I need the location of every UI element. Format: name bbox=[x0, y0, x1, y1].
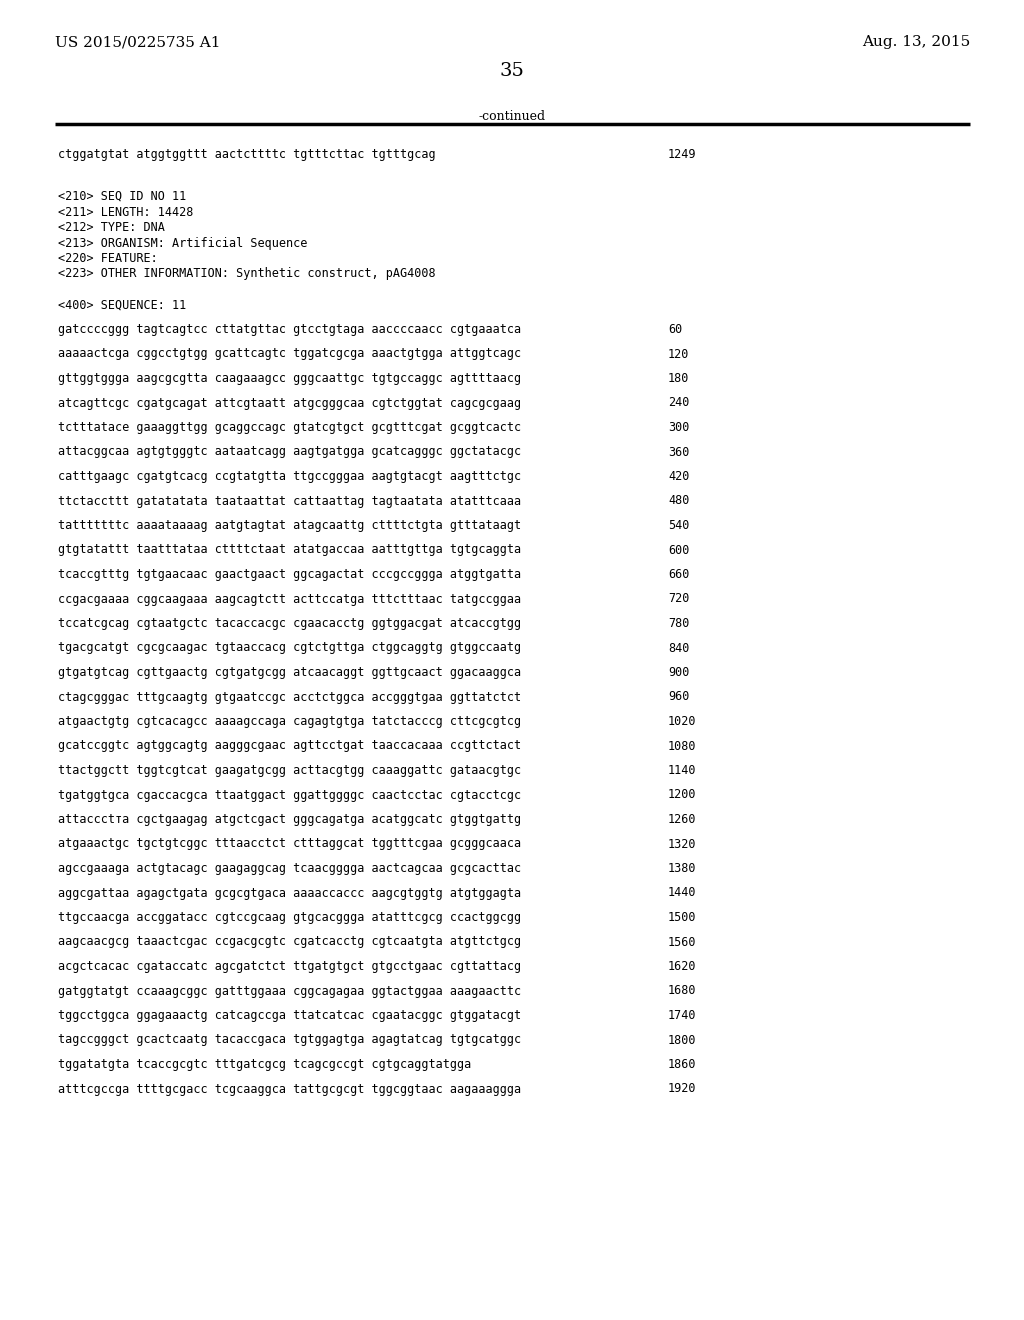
Text: gtgatgtcag cgttgaactg cgtgatgcgg atcaacaggt ggttgcaact ggacaaggca: gtgatgtcag cgttgaactg cgtgatgcgg atcaaca… bbox=[58, 667, 521, 678]
Text: tgatggtgca cgaccacgca ttaatggact ggattggggc caactcctac cgtacctcgc: tgatggtgca cgaccacgca ttaatggact ggattgg… bbox=[58, 788, 521, 801]
Text: catttgaagc cgatgtcacg ccgtatgtta ttgccgggaa aagtgtacgt aagtttctgc: catttgaagc cgatgtcacg ccgtatgtta ttgccgg… bbox=[58, 470, 521, 483]
Text: tagccgggct gcactcaatg tacaccgaca tgtggagtga agagtatcag tgtgcatggc: tagccgggct gcactcaatg tacaccgaca tgtggag… bbox=[58, 1034, 521, 1047]
Text: 120: 120 bbox=[668, 347, 689, 360]
Text: <210> SEQ ID NO 11: <210> SEQ ID NO 11 bbox=[58, 190, 186, 203]
Text: 1380: 1380 bbox=[668, 862, 696, 875]
Text: 600: 600 bbox=[668, 544, 689, 557]
Text: acgctcacac cgataccatc agcgatctct ttgatgtgct gtgcctgaac cgttattacg: acgctcacac cgataccatc agcgatctct ttgatgt… bbox=[58, 960, 521, 973]
Text: gttggtggga aagcgcgtta caagaaagcc gggcaattgc tgtgccaggc agttttaacg: gttggtggga aagcgcgtta caagaaagcc gggcaat… bbox=[58, 372, 521, 385]
Text: 1080: 1080 bbox=[668, 739, 696, 752]
Text: aaaaactcga cggcctgtgg gcattcagtc tggatcgcga aaactgtgga attggtcagc: aaaaactcga cggcctgtgg gcattcagtc tggatcg… bbox=[58, 347, 521, 360]
Text: 1620: 1620 bbox=[668, 960, 696, 973]
Text: <400> SEQUENCE: 11: <400> SEQUENCE: 11 bbox=[58, 300, 186, 312]
Text: 720: 720 bbox=[668, 593, 689, 606]
Text: US 2015/0225735 A1: US 2015/0225735 A1 bbox=[55, 36, 220, 49]
Text: 240: 240 bbox=[668, 396, 689, 409]
Text: <223> OTHER INFORMATION: Synthetic construct, pAG4008: <223> OTHER INFORMATION: Synthetic const… bbox=[58, 268, 435, 281]
Text: 1800: 1800 bbox=[668, 1034, 696, 1047]
Text: agccgaaaga actgtacagc gaagaggcag tcaacgggga aactcagcaa gcgcacttac: agccgaaaga actgtacagc gaagaggcag tcaacgg… bbox=[58, 862, 521, 875]
Text: 1500: 1500 bbox=[668, 911, 696, 924]
Text: gatggtatgt ccaaagcggc gatttggaaa cggcagagaa ggtactggaa aaagaacttc: gatggtatgt ccaaagcggc gatttggaaa cggcaga… bbox=[58, 985, 521, 998]
Text: tcaccgtttg tgtgaacaac gaactgaact ggcagactat cccgccggga atggtgatta: tcaccgtttg tgtgaacaac gaactgaact ggcagac… bbox=[58, 568, 521, 581]
Text: gtgtatattt taatttataa cttttctaat atatgaccaa aatttgttga tgtgcaggta: gtgtatattt taatttataa cttttctaat atatgac… bbox=[58, 544, 521, 557]
Text: 1560: 1560 bbox=[668, 936, 696, 949]
Text: tggatatgta tcaccgcgtc tttgatcgcg tcagcgccgt cgtgcaggtatgga: tggatatgta tcaccgcgtc tttgatcgcg tcagcgc… bbox=[58, 1059, 471, 1071]
Text: ttactggctt tggtcgtcat gaagatgcgg acttacgtgg caaaggattc gataacgtgc: ttactggctt tggtcgtcat gaagatgcgg acttacg… bbox=[58, 764, 521, 777]
Text: <220> FEATURE:: <220> FEATURE: bbox=[58, 252, 158, 265]
Text: ctggatgtat atggtggttt aactcttttc tgtttcttac tgtttgcag: ctggatgtat atggtggttt aactcttttc tgtttct… bbox=[58, 148, 435, 161]
Text: 660: 660 bbox=[668, 568, 689, 581]
Text: 1920: 1920 bbox=[668, 1082, 696, 1096]
Text: 360: 360 bbox=[668, 446, 689, 458]
Text: 840: 840 bbox=[668, 642, 689, 655]
Text: 1140: 1140 bbox=[668, 764, 696, 777]
Text: tctttatace gaaaggttgg gcaggccagc gtatcgtgct gcgtttcgat gcggtcactc: tctttatace gaaaggttgg gcaggccagc gtatcgt… bbox=[58, 421, 521, 434]
Text: 960: 960 bbox=[668, 690, 689, 704]
Text: tatttttttc aaaataaaag aatgtagtat atagcaattg cttttctgta gtttataagt: tatttttttc aaaataaaag aatgtagtat atagcaa… bbox=[58, 519, 521, 532]
Text: attaccctта cgctgaagag atgctcgact gggcagatga acatggcatc gtggtgattg: attaccctта cgctgaagag atgctcgact gggcaga… bbox=[58, 813, 521, 826]
Text: 480: 480 bbox=[668, 495, 689, 507]
Text: 1020: 1020 bbox=[668, 715, 696, 729]
Text: 180: 180 bbox=[668, 372, 689, 385]
Text: atgaaactgc tgctgtcggc tttaacctct ctttaggcat tggtttcgaa gcgggcaaca: atgaaactgc tgctgtcggc tttaacctct ctttagg… bbox=[58, 837, 521, 850]
Text: aggcgattaa agagctgata gcgcgtgaca aaaaccaccc aagcgtggtg atgtggagta: aggcgattaa agagctgata gcgcgtgaca aaaacca… bbox=[58, 887, 521, 899]
Text: atgaactgtg cgtcacagcc aaaagccaga cagagtgtga tatctacccg cttcgcgtcg: atgaactgtg cgtcacagcc aaaagccaga cagagtg… bbox=[58, 715, 521, 729]
Text: <212> TYPE: DNA: <212> TYPE: DNA bbox=[58, 220, 165, 234]
Text: 780: 780 bbox=[668, 616, 689, 630]
Text: 1860: 1860 bbox=[668, 1059, 696, 1071]
Text: 900: 900 bbox=[668, 667, 689, 678]
Text: 1320: 1320 bbox=[668, 837, 696, 850]
Text: tccatcgcag cgtaatgctc tacaccacgc cgaacacctg ggtggacgat atcaccgtgg: tccatcgcag cgtaatgctc tacaccacgc cgaacac… bbox=[58, 616, 521, 630]
Text: tgacgcatgt cgcgcaagac tgtaaccacg cgtctgttga ctggcaggtg gtggccaatg: tgacgcatgt cgcgcaagac tgtaaccacg cgtctgt… bbox=[58, 642, 521, 655]
Text: ttgccaacga accggatacc cgtccgcaag gtgcacggga atatttcgcg ccactggcgg: ttgccaacga accggatacc cgtccgcaag gtgcacg… bbox=[58, 911, 521, 924]
Text: 420: 420 bbox=[668, 470, 689, 483]
Text: -continued: -continued bbox=[478, 110, 546, 123]
Text: <213> ORGANISM: Artificial Sequence: <213> ORGANISM: Artificial Sequence bbox=[58, 236, 307, 249]
Text: ttctaccttt gatatatata taataattat cattaattag tagtaatata atatttcaaa: ttctaccttt gatatatata taataattat cattaat… bbox=[58, 495, 521, 507]
Text: Aug. 13, 2015: Aug. 13, 2015 bbox=[862, 36, 970, 49]
Text: 35: 35 bbox=[500, 62, 524, 81]
Text: 1440: 1440 bbox=[668, 887, 696, 899]
Text: 1200: 1200 bbox=[668, 788, 696, 801]
Text: 1249: 1249 bbox=[668, 148, 696, 161]
Text: 540: 540 bbox=[668, 519, 689, 532]
Text: 300: 300 bbox=[668, 421, 689, 434]
Text: 60: 60 bbox=[668, 323, 682, 337]
Text: ccgacgaaaa cggcaagaaa aagcagtctt acttccatga tttctttaac tatgccggaa: ccgacgaaaa cggcaagaaa aagcagtctt acttcca… bbox=[58, 593, 521, 606]
Text: atttcgccga ttttgcgacc tcgcaaggca tattgcgcgt tggcggtaac aagaaaggga: atttcgccga ttttgcgacc tcgcaaggca tattgcg… bbox=[58, 1082, 521, 1096]
Text: gatccccggg tagtcagtcc cttatgttac gtcctgtaga aaccccaacc cgtgaaatca: gatccccggg tagtcagtcc cttatgttac gtcctgt… bbox=[58, 323, 521, 337]
Text: tggcctggca ggagaaactg catcagccga ttatcatcac cgaatacggc gtggatacgt: tggcctggca ggagaaactg catcagccga ttatcat… bbox=[58, 1008, 521, 1022]
Text: atcagttcgc cgatgcagat attcgtaatt atgcgggcaa cgtctggtat cagcgcgaag: atcagttcgc cgatgcagat attcgtaatt atgcggg… bbox=[58, 396, 521, 409]
Text: ctagcgggac tttgcaagtg gtgaatccgc acctctggca accgggtgaa ggttatctct: ctagcgggac tttgcaagtg gtgaatccgc acctctg… bbox=[58, 690, 521, 704]
Text: attacggcaa agtgtgggtc aataatcagg aagtgatgga gcatcagggc ggctatacgc: attacggcaa agtgtgggtc aataatcagg aagtgat… bbox=[58, 446, 521, 458]
Text: 1740: 1740 bbox=[668, 1008, 696, 1022]
Text: <211> LENGTH: 14428: <211> LENGTH: 14428 bbox=[58, 206, 194, 219]
Text: 1260: 1260 bbox=[668, 813, 696, 826]
Text: gcatccggtc agtggcagtg aagggcgaac agttcctgat taaccacaaa ccgttctact: gcatccggtc agtggcagtg aagggcgaac agttcct… bbox=[58, 739, 521, 752]
Text: aagcaacgcg taaactcgac ccgacgcgtc cgatcacctg cgtcaatgta atgttctgcg: aagcaacgcg taaactcgac ccgacgcgtc cgatcac… bbox=[58, 936, 521, 949]
Text: 1680: 1680 bbox=[668, 985, 696, 998]
